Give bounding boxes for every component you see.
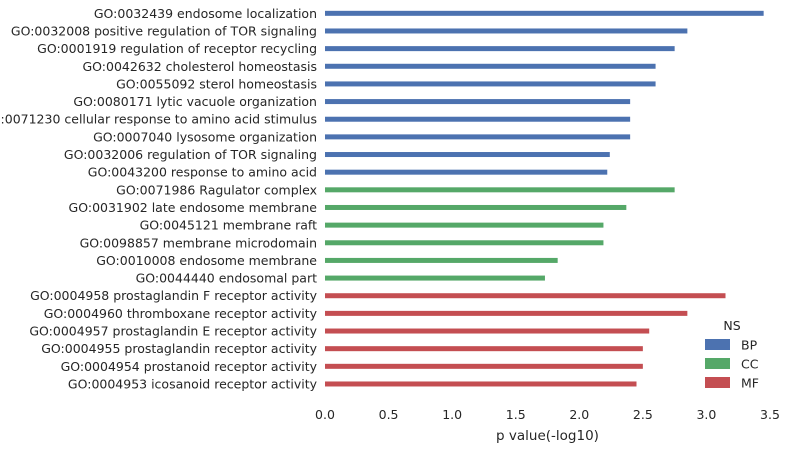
x-tick-label: 1.0 bbox=[442, 407, 462, 422]
category-label: GO:0004955 prostaglandin receptor activi… bbox=[41, 341, 317, 356]
category-label: GO:0031902 late endosome membrane bbox=[69, 200, 318, 215]
bar bbox=[325, 99, 631, 105]
bar bbox=[325, 152, 610, 158]
category-label: GO:0032006 regulation of TOR signaling bbox=[64, 147, 317, 162]
bar bbox=[325, 169, 608, 175]
bar bbox=[325, 222, 604, 228]
legend-label: MF bbox=[741, 376, 759, 391]
category-label: GO:0071230 cellular response to amino ac… bbox=[0, 112, 317, 127]
bar bbox=[325, 275, 545, 281]
category-label: GO:0032439 endosome localization bbox=[94, 6, 317, 21]
bar bbox=[325, 240, 604, 246]
bar bbox=[325, 381, 637, 387]
category-label: GO:0080171 lytic vacuole organization bbox=[73, 94, 317, 109]
x-tick-label: 3.0 bbox=[696, 407, 716, 422]
category-label: GO:0071986 Ragulator complex bbox=[116, 182, 317, 197]
legend-entry: BP bbox=[705, 338, 758, 353]
x-tick-label: 0.5 bbox=[379, 407, 399, 422]
legend-swatch bbox=[705, 377, 730, 388]
bars-group bbox=[325, 10, 764, 387]
legend-label: CC bbox=[741, 357, 759, 372]
category-label: GO:0001919 regulation of receptor recycl… bbox=[37, 41, 317, 56]
category-label: GO:0032008 positive regulation of TOR si… bbox=[11, 23, 317, 38]
legend-label: BP bbox=[741, 338, 758, 353]
category-label: GO:0004954 prostanoid receptor activity bbox=[61, 359, 318, 374]
x-axis-label: p value(-log10) bbox=[496, 428, 599, 444]
bar bbox=[325, 63, 656, 69]
category-label: GO:0004960 thromboxane receptor activity bbox=[44, 306, 318, 321]
bar bbox=[325, 28, 688, 34]
legend-entry: CC bbox=[705, 357, 759, 372]
legend-swatch bbox=[705, 358, 730, 369]
bar bbox=[325, 116, 631, 122]
legend-entry: MF bbox=[705, 376, 759, 391]
bar bbox=[325, 46, 675, 52]
category-label: GO:0004958 prostaglandin F receptor acti… bbox=[30, 288, 318, 303]
category-label: GO:0044440 endosomal part bbox=[136, 271, 318, 286]
bar bbox=[325, 257, 558, 263]
x-ticks-group: 0.0 0.5 1.0 1.5 2.0 2.5 3.0 3.5 bbox=[315, 407, 780, 422]
x-tick-label: 1.5 bbox=[506, 407, 526, 422]
bar bbox=[325, 187, 675, 193]
bar bbox=[325, 363, 643, 369]
bar bbox=[325, 10, 764, 16]
bar bbox=[325, 346, 643, 352]
bar bbox=[325, 310, 688, 316]
category-label: GO:0055092 sterol homeostasis bbox=[116, 76, 317, 91]
x-tick-label: 3.5 bbox=[760, 407, 780, 422]
bar bbox=[325, 328, 650, 334]
category-label: GO:0007040 lysosome organization bbox=[93, 129, 317, 144]
legend-title: NS bbox=[723, 318, 740, 333]
bar bbox=[325, 204, 627, 210]
bar bbox=[325, 134, 631, 140]
x-tick-label: 2.5 bbox=[633, 407, 653, 422]
bar bbox=[325, 81, 656, 87]
category-label: GO:0004957 prostaglandin E receptor acti… bbox=[29, 324, 317, 339]
category-label: GO:0004953 icosanoid receptor activity bbox=[68, 376, 318, 391]
category-label: GO:0043200 response to amino acid bbox=[88, 165, 317, 180]
bar bbox=[325, 293, 726, 299]
legend: NS BP CC MF bbox=[705, 318, 759, 391]
legend-swatch bbox=[705, 339, 730, 350]
category-labels-group: GO:0032439 endosome localization GO:00320… bbox=[0, 6, 318, 392]
x-tick-label: 0.0 bbox=[315, 407, 335, 422]
category-label: GO:0045121 membrane raft bbox=[140, 218, 318, 233]
legend-entries: BP CC MF bbox=[705, 338, 759, 391]
x-tick-label: 2.0 bbox=[569, 407, 589, 422]
category-label: GO:0042632 cholesterol homeostasis bbox=[83, 59, 318, 74]
category-label: GO:0098857 membrane microdomain bbox=[80, 235, 317, 250]
category-label: GO:0010008 endosome membrane bbox=[96, 253, 317, 268]
